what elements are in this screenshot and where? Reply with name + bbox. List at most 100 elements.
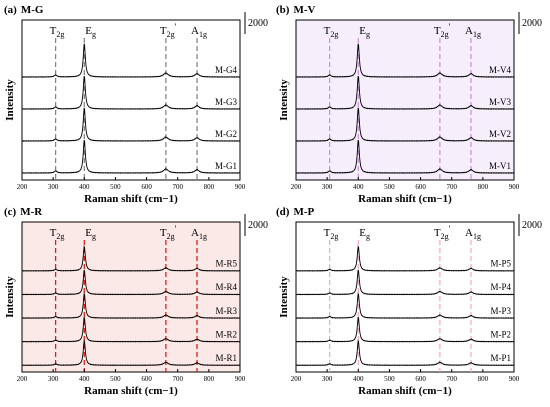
x-tick-label: 600 xyxy=(415,375,426,383)
peak-sub: 1g xyxy=(199,232,207,241)
peak-sub: g xyxy=(366,30,370,39)
peak-sub: 2g xyxy=(167,30,175,39)
series-label: M-V4 xyxy=(489,65,511,75)
panel-letter: (a) xyxy=(4,4,17,16)
peak-sub: 2g xyxy=(441,30,449,39)
x-tick-label: 400 xyxy=(79,183,90,191)
peak-base: A xyxy=(465,25,473,37)
x-tick-label: 200 xyxy=(17,183,28,191)
series-label: M-P1 xyxy=(490,353,511,363)
panel-label: (a) M-G xyxy=(4,4,44,16)
peak-sub: 2g xyxy=(167,232,175,241)
peak-base: E xyxy=(85,25,92,37)
scale-bar-label: 2000 xyxy=(522,220,542,231)
x-tick-label: 200 xyxy=(291,375,302,383)
peak-label-3: A1g xyxy=(465,227,481,241)
spectrum-m-r4 xyxy=(21,269,241,296)
x-tick-label: 500 xyxy=(110,183,121,191)
spectrum-m-v1 xyxy=(295,139,515,174)
peak-base: T xyxy=(434,227,441,239)
plot-area xyxy=(21,221,241,373)
x-tick-label: 500 xyxy=(110,375,121,383)
series-label: M-G3 xyxy=(215,97,237,107)
peak-label-1: Eg xyxy=(85,227,96,241)
x-tick-label: 900 xyxy=(235,375,246,383)
spectrum-m-v4 xyxy=(295,43,515,78)
x-tick-label: 700 xyxy=(172,375,183,383)
plot-area xyxy=(295,19,515,181)
x-tick-label: 700 xyxy=(446,183,457,191)
peak-base: T xyxy=(160,25,167,37)
peak-base: A xyxy=(191,25,199,37)
peak-label-2: T2g' xyxy=(434,22,451,39)
x-tick-label: 300 xyxy=(48,375,59,383)
x-tick-label: 900 xyxy=(509,183,520,191)
series-label: M-G4 xyxy=(215,65,237,75)
y-axis-label: Intensity xyxy=(278,276,290,318)
peak-sub: 2g xyxy=(56,30,64,39)
peak-prime: ' xyxy=(175,22,177,32)
y-axis-label: Intensity xyxy=(4,79,16,121)
peak-label-0: T2g xyxy=(324,25,339,39)
peak-sub: g xyxy=(92,232,96,241)
peak-label-0: T2g xyxy=(50,227,65,241)
peak-base: T xyxy=(434,25,441,37)
x-tick-label: 600 xyxy=(141,183,152,191)
scale-bar-label: 2000 xyxy=(522,18,542,29)
x-axis-label: Raman shift (cm−1) xyxy=(358,385,452,397)
x-tick-label: 900 xyxy=(509,375,520,383)
panel-label: (c) M-R xyxy=(4,206,43,218)
spectrum-m-g2 xyxy=(21,107,241,142)
series-label: M-R5 xyxy=(215,259,237,269)
panel-label: (b) M-V xyxy=(276,4,315,16)
x-tick-label: 300 xyxy=(322,375,333,383)
spectrum-m-g4 xyxy=(21,43,241,78)
panel-letter: (b) xyxy=(276,4,290,16)
peak-label-0: T2g xyxy=(50,25,65,39)
peak-label-2: T2g' xyxy=(434,224,451,241)
peak-sub: g xyxy=(366,232,370,241)
peak-sub: 1g xyxy=(473,30,481,39)
peak-sub: 2g xyxy=(330,232,338,241)
x-tick-label: 800 xyxy=(478,183,489,191)
x-tick-label: 700 xyxy=(446,375,457,383)
peak-sub: 1g xyxy=(473,232,481,241)
x-tick-label: 500 xyxy=(384,183,395,191)
peak-base: A xyxy=(465,227,473,239)
x-tick-label: 600 xyxy=(141,375,152,383)
peak-label-3: A1g xyxy=(191,25,207,39)
x-axis-label: Raman shift (cm−1) xyxy=(84,193,178,205)
peak-label-3: A1g xyxy=(465,25,481,39)
x-axis-label: Raman shift (cm−1) xyxy=(358,193,452,205)
series-label: M-R4 xyxy=(215,282,237,292)
peak-prime: ' xyxy=(175,224,177,234)
plot-area xyxy=(21,19,241,181)
spectrum-m-g3 xyxy=(21,75,241,110)
spectrum-m-p1 xyxy=(295,339,515,367)
peak-label-1: Eg xyxy=(85,25,96,39)
peak-base: T xyxy=(50,227,57,239)
x-axis-label: Raman shift (cm−1) xyxy=(84,385,178,397)
x-tick-label: 300 xyxy=(48,183,59,191)
series-label: M-P4 xyxy=(490,282,511,292)
panel-label: (d) M-P xyxy=(276,206,314,218)
panel-title: M-V xyxy=(293,4,315,16)
peak-sub: 2g xyxy=(330,30,338,39)
panel-title: M-P xyxy=(293,206,314,218)
panel-title: M-R xyxy=(20,206,43,218)
scale-bar-label: 2000 xyxy=(248,220,268,231)
series-label: M-P5 xyxy=(490,259,511,269)
peak-base: A xyxy=(191,227,199,239)
peak-label-2: T2g' xyxy=(160,22,177,39)
series-label: M-V2 xyxy=(489,129,511,139)
plot-area xyxy=(295,221,515,373)
peak-sub: 1g xyxy=(199,30,207,39)
peak-base: T xyxy=(160,227,167,239)
spectrum-m-p3 xyxy=(295,292,515,319)
peak-base: E xyxy=(359,25,366,37)
x-tick-label: 800 xyxy=(478,375,489,383)
peak-prime: ' xyxy=(449,22,451,32)
